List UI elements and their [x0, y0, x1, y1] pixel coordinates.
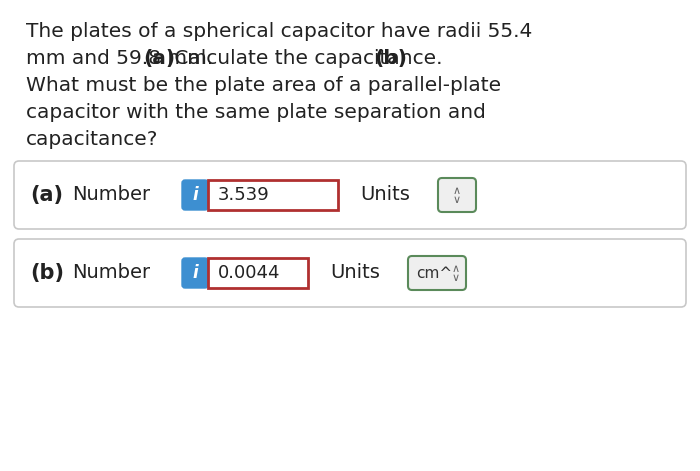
Text: Number: Number [72, 186, 150, 204]
Text: Units: Units [360, 186, 410, 204]
Text: Number: Number [72, 263, 150, 283]
Text: capacitor with the same plate separation and: capacitor with the same plate separation… [26, 103, 486, 122]
Text: (a): (a) [144, 49, 176, 68]
Text: ∨: ∨ [453, 195, 461, 205]
Text: ∧: ∧ [453, 186, 461, 196]
FancyBboxPatch shape [438, 178, 476, 212]
FancyBboxPatch shape [408, 256, 466, 290]
Bar [208, 258, 308, 288]
Text: cm^: cm^ [416, 266, 452, 281]
Text: i: i [192, 264, 198, 282]
Text: (b): (b) [374, 49, 407, 68]
FancyBboxPatch shape [182, 180, 208, 210]
Text: (a): (a) [30, 185, 63, 205]
Text: i: i [192, 186, 198, 204]
FancyBboxPatch shape [14, 239, 686, 307]
Text: mm and 59.8 mm.: mm and 59.8 mm. [26, 49, 220, 68]
Text: ∧: ∧ [452, 264, 460, 274]
Bar [208, 180, 338, 210]
Text: 0.0044: 0.0044 [218, 264, 281, 282]
Text: What must be the plate area of a parallel-plate: What must be the plate area of a paralle… [26, 76, 501, 95]
FancyBboxPatch shape [182, 258, 208, 288]
FancyBboxPatch shape [14, 161, 686, 229]
Text: capacitance?: capacitance? [26, 130, 158, 149]
Text: (b): (b) [30, 263, 64, 283]
Text: Units: Units [330, 263, 380, 283]
Text: The plates of a spherical capacitor have radii 55.4: The plates of a spherical capacitor have… [26, 22, 533, 41]
Text: Calculate the capacitance.: Calculate the capacitance. [168, 49, 449, 68]
Text: ∨: ∨ [452, 273, 460, 283]
Text: 3.539: 3.539 [218, 186, 270, 204]
